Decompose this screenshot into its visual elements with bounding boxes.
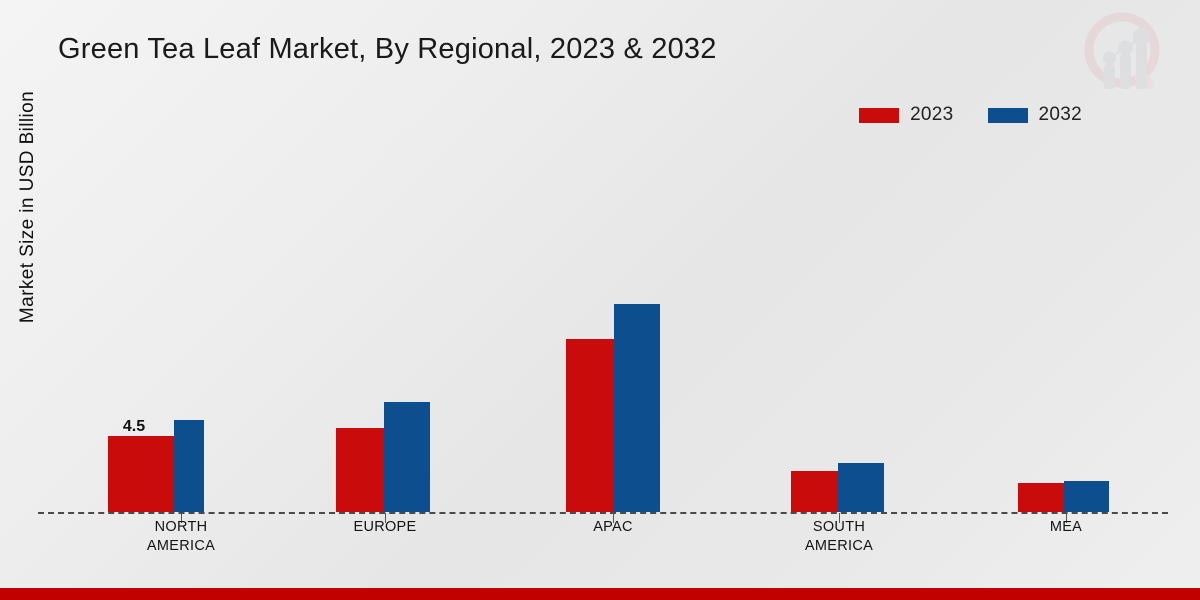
x-tick-north-america xyxy=(181,513,182,523)
x-label-europe-line1: EUROPE xyxy=(353,519,417,535)
legend-swatch-2023 xyxy=(859,107,900,123)
x-tick-apac xyxy=(613,513,614,523)
bar-2032-apac[interactable] xyxy=(614,304,660,512)
x-label-south-america-line1: SOUTH AMERICA xyxy=(804,519,874,554)
x-tick-europe xyxy=(385,513,386,523)
page-title: Green Tea Leaf Market, By Regional, 2023… xyxy=(58,33,717,65)
legend-label-2032: 2032 xyxy=(1038,104,1082,125)
data-label-north-america-2023: 4.5 xyxy=(122,418,146,435)
legend: 2023 2032 xyxy=(859,104,1082,126)
bar-2032-mea[interactable] xyxy=(1064,481,1109,512)
x-tick-south-america xyxy=(839,513,840,523)
legend-item-2023[interactable]: 2023 xyxy=(859,104,953,126)
x-tick-mea xyxy=(1066,513,1067,523)
bar-2023-europe[interactable] xyxy=(336,428,384,512)
bar-2023-north-america[interactable] xyxy=(108,436,174,512)
legend-swatch-2032 xyxy=(987,107,1028,123)
bar-2023-mea[interactable] xyxy=(1018,483,1064,512)
bar-2023-south-america[interactable] xyxy=(791,471,838,512)
x-label-apac-line1: APAC xyxy=(593,519,633,535)
x-axis-baseline xyxy=(38,512,1168,514)
bar-2032-europe[interactable] xyxy=(384,402,430,512)
bar-2032-south-america[interactable] xyxy=(838,463,884,512)
bar-2023-apac[interactable] xyxy=(566,339,614,512)
x-label-europe: EUROPE xyxy=(305,518,465,537)
legend-label-2023: 2023 xyxy=(910,104,954,125)
bar-2032-north-america[interactable] xyxy=(174,420,204,512)
footer-accent-bar xyxy=(0,588,1200,600)
x-label-apac: APAC xyxy=(533,518,693,537)
x-label-mea-line1: MEA xyxy=(1049,519,1083,535)
x-label-north-america-line1: NORTH AMERICA xyxy=(146,519,216,554)
x-label-north-america: NORTH AMERICA xyxy=(101,518,261,556)
x-label-mea: MEA xyxy=(986,518,1146,537)
x-label-south-america: SOUTH AMERICA xyxy=(759,518,919,556)
legend-item-2032[interactable]: 2032 xyxy=(987,104,1082,126)
